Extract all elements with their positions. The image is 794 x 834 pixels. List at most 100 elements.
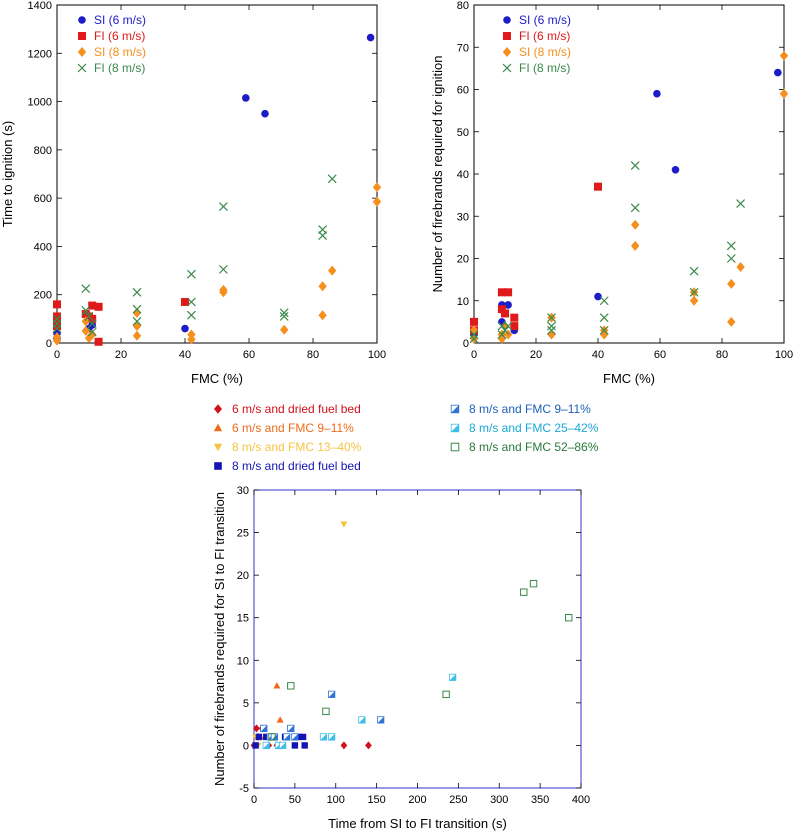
chartc-y-tick-label: -5 <box>239 783 249 795</box>
series-fi-8-m-s <box>52 174 337 337</box>
data-point-si-6-m-s <box>504 301 512 309</box>
series-8-m-s-and-fmc-13-40 <box>252 521 348 750</box>
chartb-y-tick-label: 50 <box>457 127 469 139</box>
data-point-8-m-s-and-fmc-9-11 <box>377 716 385 724</box>
data-point-si-8-m-s <box>132 330 142 341</box>
chartc-x-tick-label: 150 <box>367 794 385 806</box>
data-point-8-m-s-and-fmc-52-86 <box>322 707 330 716</box>
chartb-y-tick-label: 10 <box>457 296 469 308</box>
data-point-si-6-m-s <box>181 324 189 333</box>
data-point-fi-8-m-s <box>689 287 699 297</box>
legend-marker-8-m-s-and-fmc-25-42 <box>450 423 460 433</box>
data-point-fi-8-m-s <box>218 202 228 212</box>
chartb-x-tick-label: 100 <box>775 349 793 361</box>
charta-y-axis-label: Time to ignition (s) <box>0 121 15 227</box>
data-point-fi-8-m-s <box>630 203 640 213</box>
data-point-fi-8-m-s <box>318 231 328 240</box>
charta-y-tick-label: 1000 <box>28 97 52 109</box>
chartb-x-tick-label: 0 <box>471 349 477 361</box>
data-point-8-m-s-and-fmc-52-86 <box>529 579 538 588</box>
data-point-si-8-m-s <box>328 265 337 276</box>
legend-label-fi-8-m-s: FI (8 m/s) <box>519 61 570 75</box>
data-point-fi-8-m-s <box>500 325 510 335</box>
data-point-si-6-m-s <box>774 68 782 77</box>
data-point-fi-8-m-s <box>599 325 609 335</box>
data-point-si-8-m-s <box>318 310 327 321</box>
data-point-fi-8-m-s <box>497 321 507 331</box>
chartc-x-tick-label: 100 <box>327 794 345 806</box>
data-point-fi-6-m-s <box>94 337 103 346</box>
data-point-6-m-s-and-fmc-9-11 <box>276 716 284 723</box>
data-point-fi-8-m-s <box>503 321 513 331</box>
data-point-fi-8-m-s <box>327 174 337 184</box>
data-point-8-m-s-and-fmc-25-42 <box>319 733 328 741</box>
data-point-fi-8-m-s <box>186 310 196 320</box>
data-point-fi-6-m-s <box>510 313 519 322</box>
data-point-8-m-s-and-fmc-25-42 <box>328 733 336 741</box>
chartb-y-tick-label: 60 <box>457 85 469 97</box>
data-point-8-m-s-and-fmc-9-11 <box>287 724 295 733</box>
data-point-si-8-m-s <box>779 88 789 99</box>
series-fi-6-m-s <box>470 182 602 335</box>
legend-label-6-m-s-and-fmc-9-11: 6 m/s and FMC 9–11% <box>232 421 354 435</box>
legend-marker-8-m-s-and-fmc-13-40 <box>213 443 223 452</box>
data-point-8-m-s-and-fmc-52-86 <box>520 588 528 596</box>
series-fi-8-m-s <box>469 161 746 344</box>
data-point-8-m-s-and-fmc-9-11 <box>291 733 299 741</box>
data-point-fi-6-m-s <box>594 182 602 191</box>
chartb-y-tick-label: 20 <box>457 254 469 266</box>
data-point-fi-8-m-s <box>81 284 91 294</box>
data-point-fi-8-m-s <box>81 305 91 315</box>
chartc-x-tick-label: 250 <box>449 794 467 806</box>
data-point-si-8-m-s <box>631 240 640 251</box>
chartb-legend: SI (6 m/s) FI (6 m/s) SI (8 m/s) FI (8 m/s) <box>502 13 571 75</box>
legend-marker-si-8-m-s <box>77 47 87 57</box>
chart-si-to-fi-transition: 0 50 100 150 200 250 300 350 400-5051015202530Ti… <box>212 485 590 831</box>
charta-x-tick-label: 40 <box>179 349 191 361</box>
chartc-y-tick-label: 30 <box>237 485 249 497</box>
data-point-si-6-m-s <box>261 109 269 118</box>
charta-y-tick-label: 200 <box>34 290 52 302</box>
data-point-si-8-m-s <box>736 261 745 272</box>
data-point-fi-6-m-s <box>510 322 519 331</box>
data-point-8-m-s-and-fmc-52-86 <box>268 733 276 741</box>
legend-label-si-6-m-s: SI (6 m/s) <box>519 13 571 27</box>
legend-marker-si-8-m-s <box>502 47 512 57</box>
data-point-fi-6-m-s <box>53 322 61 331</box>
data-point-fi-6-m-s <box>501 309 509 318</box>
chartc-x-tick-label: 0 <box>251 794 257 806</box>
legend-marker-fi-8-m-s <box>77 63 87 73</box>
data-point-si-6-m-s <box>366 33 375 42</box>
chartb-y-tick-label: 40 <box>457 169 469 181</box>
data-point-si-8-m-s <box>187 334 196 345</box>
legend-label-8-m-s-and-dried-fuel-bed: 8 m/s and dried fuel bed <box>232 459 361 473</box>
charta-x-axis-label: FMC (%) <box>191 371 243 386</box>
data-point-8-m-s-and-fmc-9-11 <box>328 690 336 698</box>
charta-x-tick-label: 100 <box>368 349 386 361</box>
chartb-y-axis-label: Number of firebrands required for igniti… <box>430 55 445 292</box>
data-point-fi-8-m-s <box>132 316 142 326</box>
data-point-fi-6-m-s <box>53 312 61 321</box>
charta-y-tick-label: 600 <box>34 193 52 205</box>
data-point-8-m-s-and-dried-fuel-bed <box>299 733 307 741</box>
data-point-fi-8-m-s <box>84 312 94 321</box>
chartc-y-tick-label: 10 <box>237 655 249 667</box>
data-point-8-m-s-and-fmc-25-42 <box>449 673 457 681</box>
legend-label-fi-6-m-s: FI (6 m/s) <box>519 29 570 43</box>
data-point-6-m-s-and-fmc-9-11 <box>273 682 281 689</box>
data-point-fi-8-m-s <box>132 287 142 297</box>
data-point-fi-8-m-s <box>279 312 289 321</box>
data-point-si-6-m-s <box>594 292 602 301</box>
charta-x-tick-label: 60 <box>243 349 255 361</box>
legend-marker-8-m-s-and-fmc-9-11 <box>450 404 460 414</box>
chartb-y-tick-label: 80 <box>457 0 469 12</box>
data-point-fi-8-m-s <box>279 308 289 318</box>
data-point-fi-6-m-s <box>94 302 103 311</box>
data-point-fi-8-m-s <box>469 330 479 339</box>
data-point-6-m-s-and-dried-fuel-bed <box>253 724 260 733</box>
data-point-fi-8-m-s <box>87 319 97 329</box>
data-point-si-8-m-s <box>689 295 699 306</box>
data-point-si-8-m-s <box>779 50 789 61</box>
chart-time-to-ignition: 0 20 40 60 80 1000200400600800100012001400FMC… <box>0 0 386 386</box>
data-point-8-m-s-and-dried-fuel-bed <box>291 742 299 749</box>
